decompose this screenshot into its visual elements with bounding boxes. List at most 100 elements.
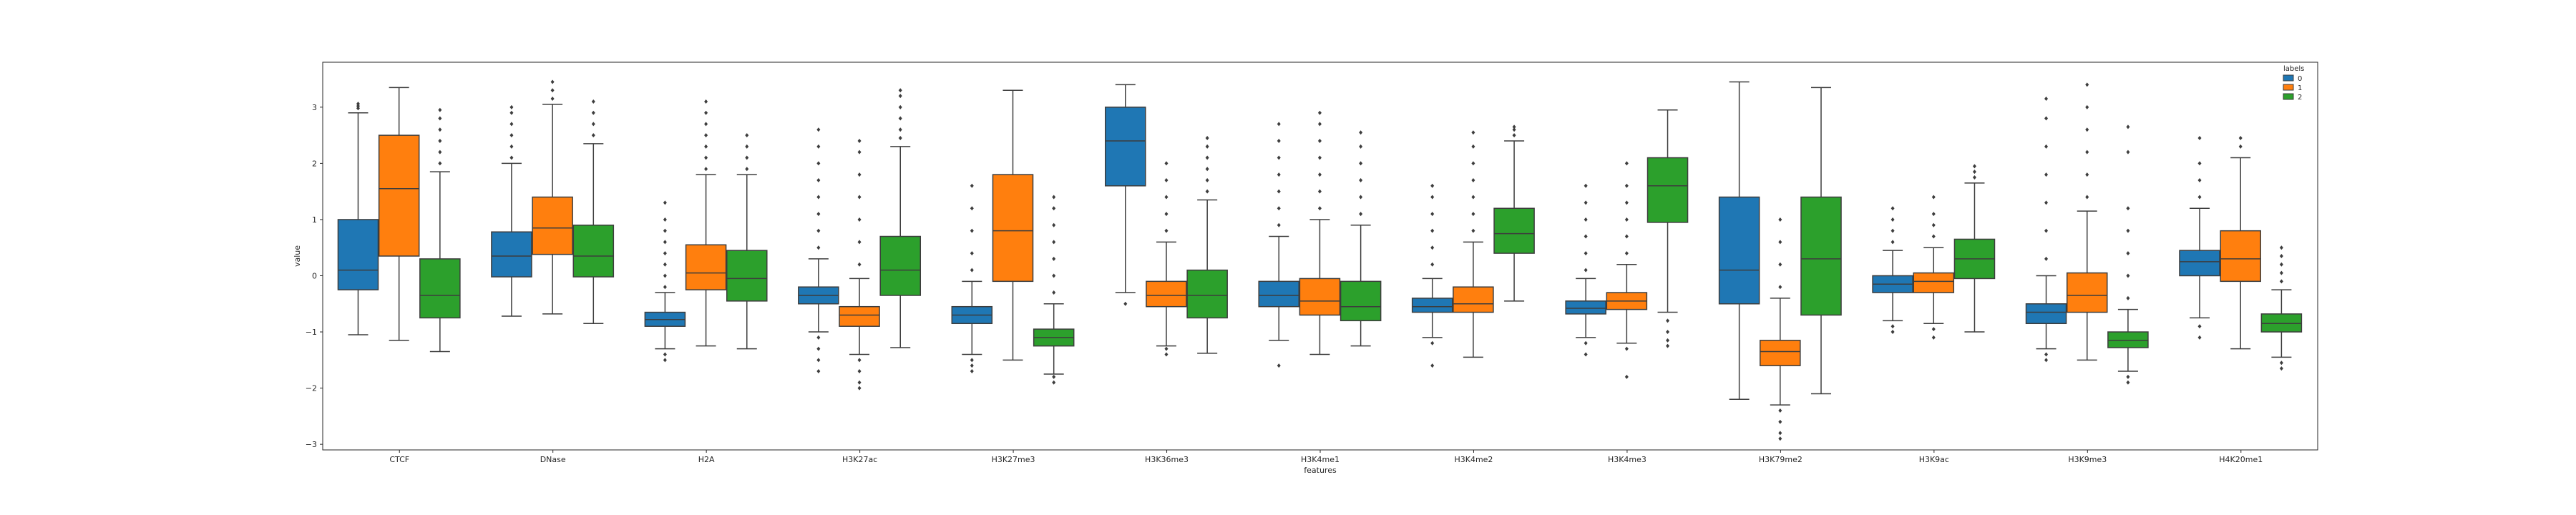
outlier-point bbox=[663, 200, 667, 205]
outlier-point bbox=[816, 161, 821, 166]
y-tick-label: −2 bbox=[306, 384, 317, 393]
outlier-point bbox=[663, 228, 667, 233]
axes-frame bbox=[322, 62, 2318, 451]
outlier-point bbox=[857, 138, 862, 143]
y-tick-label: −1 bbox=[306, 328, 317, 337]
outlier-point bbox=[438, 127, 442, 132]
outlier-point bbox=[816, 335, 821, 340]
outlier-point bbox=[1052, 374, 1056, 379]
outlier-point bbox=[1778, 240, 1782, 245]
outlier-point bbox=[970, 228, 974, 233]
outlier-point bbox=[1277, 138, 1281, 143]
outlier-point bbox=[1666, 318, 1670, 323]
outlier-point bbox=[816, 369, 821, 374]
legend-swatch-1 bbox=[2283, 84, 2294, 91]
outlier-point bbox=[1471, 195, 1475, 200]
outlier-point bbox=[1666, 330, 1670, 335]
legend-entry-label: 0 bbox=[2298, 75, 2302, 83]
outlier-point bbox=[1052, 222, 1056, 227]
outlier-point bbox=[1931, 212, 1936, 217]
outlier-point bbox=[745, 167, 749, 172]
x-tick-label: H3K79me2 bbox=[1759, 455, 1802, 464]
outlier-point bbox=[1317, 189, 1322, 194]
outlier-point bbox=[1624, 183, 1629, 188]
outlier-point bbox=[1277, 206, 1281, 211]
outlier-point bbox=[2126, 380, 2130, 385]
outlier-point bbox=[1277, 189, 1281, 194]
outlier-point bbox=[1972, 175, 1976, 180]
outlier-point bbox=[857, 149, 862, 154]
outlier-point bbox=[704, 155, 708, 160]
y-axis-label: value bbox=[293, 245, 302, 267]
outlier-point bbox=[816, 346, 821, 351]
outlier-point bbox=[438, 149, 442, 154]
outlier-point bbox=[2044, 256, 2049, 261]
outlier-point bbox=[898, 104, 902, 109]
outlier-point bbox=[2044, 228, 2049, 233]
outlier-point bbox=[1277, 222, 1281, 227]
outlier-point bbox=[2279, 245, 2283, 250]
outlier-point bbox=[2085, 82, 2089, 87]
outlier-point bbox=[1359, 195, 1363, 200]
outlier-point bbox=[1359, 144, 1363, 149]
outlier-point bbox=[663, 273, 667, 278]
outlier-point bbox=[1471, 212, 1475, 217]
outlier-point bbox=[704, 110, 708, 115]
outlier-point bbox=[857, 380, 862, 385]
outlier-point bbox=[1123, 301, 1128, 306]
outlier-point bbox=[438, 138, 442, 143]
outlier-point bbox=[1430, 245, 1435, 250]
outlier-point bbox=[1624, 234, 1629, 239]
box-group-H3K9ac bbox=[1872, 164, 1996, 340]
outlier-point bbox=[2279, 279, 2283, 284]
outlier-point bbox=[898, 94, 902, 99]
outlier-point bbox=[1584, 183, 1588, 188]
outlier-point bbox=[857, 262, 862, 267]
outlier-point bbox=[857, 240, 862, 245]
outlier-point bbox=[1430, 340, 1435, 345]
outlier-point bbox=[2279, 366, 2283, 371]
outlier-point bbox=[1931, 335, 1936, 340]
outlier-point bbox=[1624, 217, 1629, 222]
outlier-point bbox=[1584, 352, 1588, 357]
outlier-point bbox=[1205, 189, 1209, 194]
box-H3K79me2-label-2 bbox=[1800, 196, 1842, 316]
legend-entry-label: 2 bbox=[2298, 94, 2302, 102]
outlier-point bbox=[591, 99, 595, 104]
outlier-point bbox=[591, 122, 595, 127]
box-DNase-label-1 bbox=[532, 196, 573, 255]
outlier-point bbox=[857, 217, 862, 222]
outlier-point bbox=[1624, 161, 1629, 166]
outlier-point bbox=[1512, 124, 1516, 129]
outlier-point bbox=[1972, 164, 1976, 169]
outlier-point bbox=[1471, 144, 1475, 149]
outlier-point bbox=[1778, 285, 1782, 290]
outlier-point bbox=[857, 358, 862, 363]
outlier-point bbox=[2126, 374, 2130, 379]
x-axis-ticks: CTCF DNase H2A H3K27ac H3K27me3 H3K36me3 H3K4m… bbox=[389, 450, 2263, 464]
box-CTCF-label-2 bbox=[419, 258, 461, 319]
box-H2A-label-1 bbox=[685, 244, 727, 290]
outlier-point bbox=[509, 133, 514, 138]
outlier-point bbox=[898, 136, 902, 141]
outlier-point bbox=[663, 251, 667, 256]
outlier-point bbox=[1471, 161, 1475, 166]
outlier-point bbox=[745, 155, 749, 160]
outlier-point bbox=[1164, 346, 1169, 351]
y-tick-label: 3 bbox=[312, 103, 317, 112]
outlier-point bbox=[2126, 273, 2130, 278]
box-H4K20me1-label-2 bbox=[2260, 313, 2303, 333]
box-group-DNase bbox=[491, 79, 615, 325]
outlier-point bbox=[550, 88, 555, 93]
outlier-point bbox=[1890, 330, 1895, 335]
outlier-point bbox=[816, 144, 821, 149]
outlier-point bbox=[1164, 352, 1169, 357]
outlier-point bbox=[2279, 254, 2283, 258]
outlier-point bbox=[2044, 97, 2049, 102]
outlier-point bbox=[1430, 262, 1435, 267]
outlier-point bbox=[816, 212, 821, 217]
outlier-point bbox=[745, 144, 749, 149]
outlier-point bbox=[704, 133, 708, 138]
box-H3K4me3-label-2 bbox=[1646, 157, 1689, 223]
outlier-point bbox=[2126, 228, 2130, 233]
